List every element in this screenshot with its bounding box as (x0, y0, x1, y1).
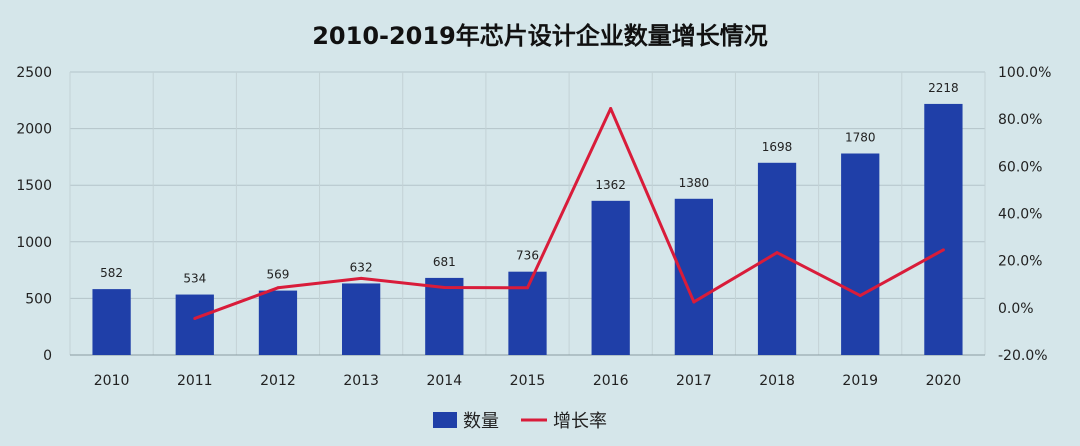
bar (591, 200, 630, 355)
bar-data-label: 534 (183, 272, 206, 286)
y-left-tick-label: 500 (25, 291, 52, 307)
growth-rate-point (442, 286, 446, 290)
x-tick-label: 2012 (260, 373, 296, 389)
y-left-tick-label: 2000 (16, 122, 52, 138)
growth-rate-point (775, 251, 779, 255)
bar-data-label: 1362 (595, 178, 626, 192)
x-tick-label: 2016 (593, 373, 629, 389)
x-tick-label: 2019 (842, 373, 878, 389)
growth-rate-point (692, 300, 696, 304)
growth-rate-point (941, 248, 945, 252)
y-left-tick-label: 1500 (16, 178, 52, 194)
bar-data-label: 582 (100, 266, 123, 280)
growth-rate-point (526, 286, 529, 290)
bar (508, 271, 547, 355)
x-tick-label: 2018 (759, 373, 795, 389)
grid (69, 71, 986, 356)
growth-rate-point (858, 294, 862, 298)
legend-label-line: 增长率 (553, 411, 607, 432)
x-tick-label: 2020 (926, 373, 962, 389)
bar-data-label: 632 (350, 260, 373, 274)
y-axis-right: -20.0% 0.0% 20.0% 40.0% 60.0% 80.0% 100.0% (998, 65, 1051, 364)
y-right-tick-label: 80.0% (998, 112, 1042, 128)
x-tick-label: 2011 (177, 373, 213, 389)
y-right-tick-label: 20.0% (998, 254, 1042, 270)
bar-data-label: 1380 (679, 176, 710, 190)
x-tick-label: 2010 (94, 373, 130, 389)
growth-rate-point (276, 286, 280, 290)
x-tick-label: 2017 (676, 373, 712, 389)
x-tick-label: 2015 (510, 373, 546, 389)
bar (258, 290, 298, 355)
bar-data-labels: 582 534 569 632 681 736 1362 1380 1698 1780 2218 (100, 81, 959, 286)
bar-data-label: 1698 (762, 140, 793, 154)
y-left-tick-label: 1000 (16, 235, 52, 251)
growth-rate-point (193, 316, 197, 320)
growth-rate-line (194, 107, 945, 320)
bar-series (92, 103, 963, 356)
y-left-tick-label: 0 (43, 348, 52, 364)
growth-rate-point (609, 107, 613, 111)
bar-data-label: 736 (516, 249, 539, 263)
bar-data-label: 1780 (845, 131, 876, 145)
bar-data-label: 2218 (928, 81, 959, 95)
x-axis: 2010 2011 2012 2013 2014 2015 2016 2017 2018 2019… (70, 354, 985, 389)
chart-title: 2010-2019年芯片设计企业数量增长情况 (312, 22, 768, 50)
growth-rate-series (193, 107, 945, 320)
bar-data-label: 681 (433, 255, 456, 269)
bar-data-label: 569 (267, 268, 290, 282)
y-axis-left: 0 500 1000 1500 2000 2500 (16, 65, 52, 364)
legend: 数量 增长率 (433, 411, 607, 432)
y-right-tick-label: 60.0% (998, 159, 1042, 175)
bar (342, 283, 381, 355)
growth-rate-point (359, 276, 363, 280)
y-left-tick-label: 2500 (16, 65, 52, 81)
y-right-tick-label: 0.0% (998, 301, 1034, 317)
legend-label-bar: 数量 (463, 411, 499, 432)
y-right-tick-label: -20.0% (998, 348, 1048, 364)
y-right-tick-label: 100.0% (998, 65, 1051, 81)
x-tick-label: 2014 (426, 373, 462, 389)
x-tick-label: 2013 (343, 373, 379, 389)
legend-swatch-bar (433, 412, 457, 428)
bar (674, 198, 713, 355)
bar (924, 103, 963, 356)
y-right-tick-label: 40.0% (998, 207, 1042, 223)
bar (425, 277, 464, 355)
bar (92, 289, 131, 355)
bar (841, 153, 880, 355)
bar (175, 294, 214, 355)
